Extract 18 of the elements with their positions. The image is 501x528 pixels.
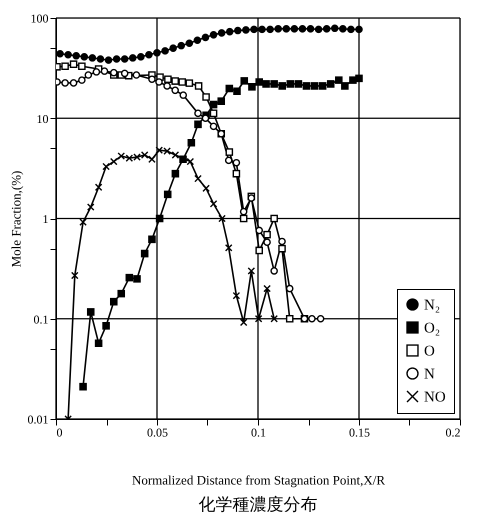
- legend-label: N: [424, 366, 435, 382]
- y-tick-label: 0.1: [34, 312, 48, 326]
- x-tick-label: 0.1: [251, 426, 266, 440]
- y-tick-label: 1: [42, 212, 48, 226]
- legend-label: NO: [424, 390, 446, 406]
- x-axis-title: Normalized Distance from Stagnation Point,X/R: [132, 472, 386, 488]
- y-tick-label: 10: [36, 112, 48, 126]
- x-tick-label: 0.05: [147, 426, 168, 440]
- y-tick-label: 0.01: [28, 412, 48, 426]
- legend-label: O₂: [424, 320, 440, 336]
- y-tick-label: 100: [30, 12, 48, 26]
- text: 化学種濃度分布: [198, 495, 318, 514]
- legend-label: N₂: [424, 298, 440, 314]
- legend-label: O: [424, 344, 435, 360]
- x-tick-label: 0.15: [349, 426, 370, 440]
- x-tick-label: 0.2: [446, 426, 460, 440]
- x-tick-label: 0: [56, 426, 62, 440]
- y-axis-title: Mole Fraction,(%): [8, 170, 24, 268]
